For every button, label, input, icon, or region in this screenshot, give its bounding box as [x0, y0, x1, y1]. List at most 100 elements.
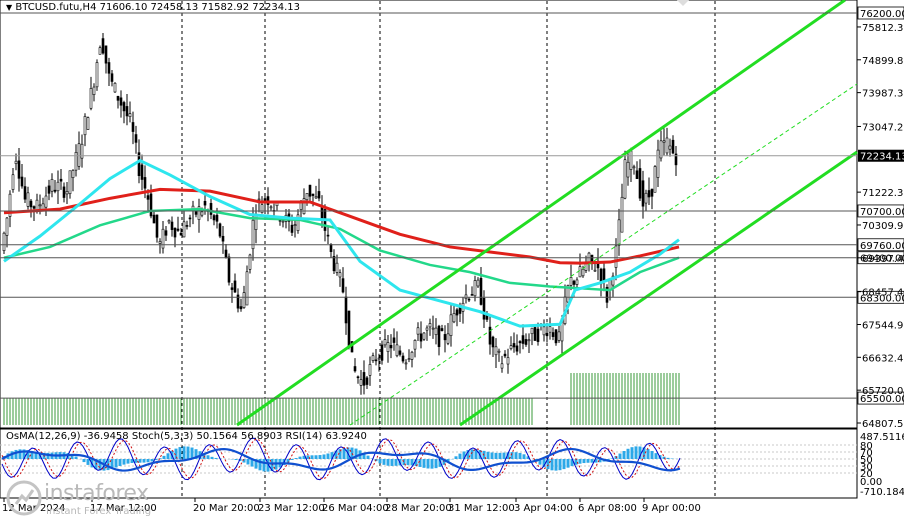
ma-red-line — [3, 187, 680, 265]
candle-body — [143, 177, 147, 189]
candle-body — [245, 271, 249, 306]
candle-body — [617, 219, 621, 246]
candle-body — [308, 184, 312, 197]
candle-body — [362, 372, 366, 386]
candle-body — [440, 328, 444, 331]
candle-body — [149, 193, 153, 217]
candle-body — [110, 73, 114, 82]
candle-body — [656, 149, 660, 178]
price-tick-label: 66632.45 — [862, 353, 904, 364]
brand-logo: instaforex Instant Forex Trading — [4, 478, 174, 520]
candle-body — [605, 286, 609, 303]
candle-body — [305, 193, 309, 201]
candle-body — [509, 345, 513, 349]
chart-scroll-marker-icon[interactable] — [677, 0, 689, 6]
candle-body — [443, 334, 447, 341]
trend-channel[interactable] — [236, 0, 858, 427]
candle-body — [392, 337, 396, 343]
ma-cyan-line — [3, 158, 680, 328]
level-price-label: 70700.00 — [860, 207, 904, 218]
price-tick-label: 67544.90 — [862, 320, 904, 331]
candle-body — [476, 279, 480, 287]
candle-body — [668, 145, 672, 150]
candle-body — [326, 234, 330, 237]
collapse-arrow-icon[interactable]: ▼ — [6, 3, 13, 12]
candle-body — [551, 332, 555, 337]
candle-body — [356, 376, 360, 379]
candle-body — [26, 192, 30, 207]
candle-body — [176, 228, 180, 231]
candle-body — [428, 323, 432, 328]
volume-histogram — [3, 373, 680, 425]
candle-body — [188, 217, 192, 220]
candle-body — [59, 178, 63, 182]
candle-body — [365, 377, 369, 385]
candle-body — [368, 364, 372, 376]
candle-body — [416, 327, 420, 335]
candle-body — [593, 269, 597, 272]
level-price-label: 76200.00 — [860, 9, 904, 20]
candle-body — [29, 200, 33, 208]
candle-body — [671, 139, 675, 154]
candle-body — [482, 297, 486, 320]
candle-body — [338, 272, 342, 278]
time-tick-label: 6 Apr 08:00 — [578, 503, 637, 514]
brand-name: instaforex — [44, 481, 149, 506]
candle-body — [437, 325, 441, 347]
indicator-tick-label: 50 — [860, 455, 873, 466]
indicator-tick-label: 30 — [860, 462, 873, 473]
candle-body — [200, 211, 204, 216]
candle-body — [611, 275, 615, 286]
candle-body — [575, 279, 579, 285]
candle-body — [299, 202, 303, 210]
candle-body — [167, 220, 171, 223]
candle-body — [23, 186, 27, 200]
candle-body — [383, 339, 387, 346]
channel-upper-line[interactable] — [236, 0, 846, 427]
candle-body — [80, 143, 84, 159]
candle-body — [74, 152, 78, 171]
candle-body — [11, 174, 15, 190]
candle-body — [212, 215, 216, 221]
candle-body — [257, 198, 261, 201]
candle-body — [413, 340, 417, 350]
candle-body — [101, 38, 105, 54]
candle-body — [506, 357, 510, 365]
channel-mid-line[interactable] — [349, 83, 858, 426]
candle-body — [20, 176, 24, 187]
candle-body — [572, 280, 576, 285]
candle-body — [500, 363, 504, 369]
candle-body — [335, 262, 339, 273]
level-price-tag — [857, 6, 904, 20]
candle-body — [398, 350, 402, 355]
candle-body — [152, 214, 156, 224]
candle-body — [68, 170, 72, 195]
candle-body — [221, 235, 225, 242]
candle-body — [530, 327, 534, 335]
candle-body — [341, 278, 345, 293]
price-tick-label: 74899.80 — [862, 56, 904, 67]
indicator-tick-label: -710.184 — [860, 487, 904, 498]
candle-body — [242, 292, 246, 308]
level-price-label: 68300.00 — [860, 293, 904, 304]
candlesticks — [2, 33, 678, 395]
candle-body — [5, 217, 9, 236]
candle-body — [158, 241, 162, 244]
candle-body — [644, 192, 648, 204]
candle-body — [185, 225, 189, 227]
candle-body — [14, 160, 18, 164]
candle-body — [71, 170, 75, 179]
candle-body — [374, 359, 378, 362]
symbol-info: BTCUSD.futu,H4 71606.10 72458.13 71582.9… — [15, 2, 301, 13]
horizontal-levels[interactable] — [0, 12, 857, 399]
price-tick-label: 65720.00 — [862, 386, 904, 397]
candle-body — [98, 47, 102, 55]
candle-body — [449, 314, 453, 336]
candle-body — [155, 214, 159, 238]
candle-body — [161, 228, 165, 249]
channel-lower-line[interactable] — [459, 150, 858, 427]
candle-body — [203, 200, 207, 206]
candle-body — [503, 353, 507, 357]
candle-body — [548, 326, 552, 333]
